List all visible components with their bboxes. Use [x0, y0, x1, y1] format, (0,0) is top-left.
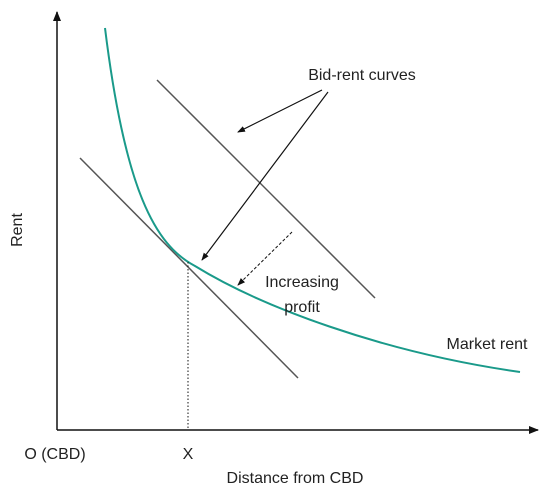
- y-axis-label: Rent: [9, 213, 26, 247]
- pointer-arrow: [237, 89, 323, 133]
- origin-label: O (CBD): [24, 446, 85, 463]
- bid-rent-line: [156, 79, 376, 299]
- annotation: Increasing: [265, 274, 339, 291]
- bid-rent-line: [79, 157, 299, 379]
- profit-arrow: [237, 231, 293, 286]
- annotation: Market rent: [447, 336, 528, 353]
- x-point-label: X: [183, 446, 194, 463]
- x-axis-label: Distance from CBD: [227, 470, 364, 487]
- market-rent-curve: [104, 27, 521, 373]
- annotation: profit: [284, 299, 320, 316]
- annotation: Bid-rent curves: [308, 67, 416, 84]
- pointer-arrow: [201, 91, 329, 261]
